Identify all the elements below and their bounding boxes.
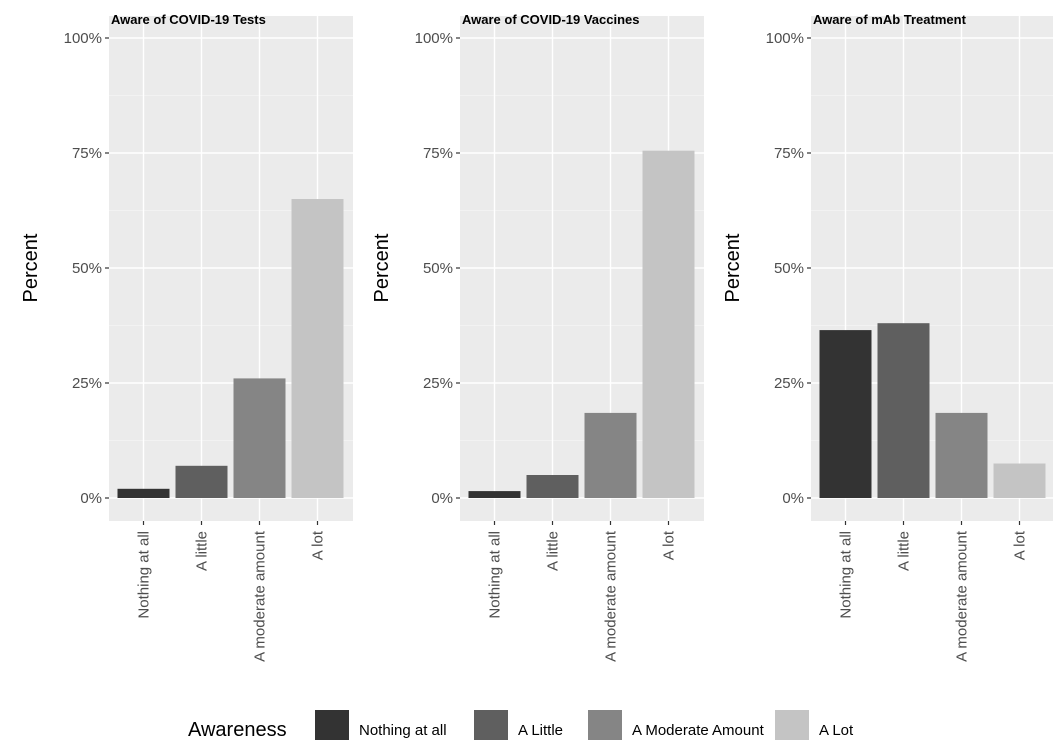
y-tick-label: 25% [72, 375, 102, 392]
y-tick-label: 100% [766, 30, 804, 47]
legend-key [588, 710, 622, 740]
y-tick-label: 0% [80, 490, 102, 507]
legend-label: Nothing at all [359, 722, 447, 739]
x-tick-label: A moderate amount [603, 530, 620, 662]
y-tick-label: 0% [782, 490, 804, 507]
panel-1: Aware of COVID-19 Tests 0% 25% 50% 75% 100% Pe… [20, 12, 353, 662]
x-tick-label: Nothing at all [487, 531, 504, 619]
x-tick-label: Nothing at all [838, 531, 855, 619]
bar-a-lot [291, 199, 344, 498]
bar-a-little [877, 323, 930, 498]
bar-a-moderate-amount [935, 412, 988, 498]
legend-label: A Little [518, 722, 563, 739]
panel-3: Aware of mAb Treatment 0% 25% 50% 75% 100% Per… [722, 12, 1053, 662]
legend-key [775, 710, 809, 740]
y-tick-label: 100% [64, 30, 102, 47]
y-tick-label: 0% [431, 490, 453, 507]
bar-a-lot [993, 463, 1046, 498]
bar-nothing-at-all [468, 491, 521, 498]
y-tick-label: 75% [774, 145, 804, 162]
bar-nothing-at-all [117, 488, 170, 498]
y-axis-title: Percent [20, 233, 42, 302]
x-tick-label: A moderate amount [954, 530, 971, 662]
bar-a-lot [642, 150, 695, 498]
x-tick-label: A lot [661, 530, 678, 560]
legend-label: A Lot [819, 722, 854, 739]
legend-item: A Little [474, 710, 563, 740]
y-tick-label: 50% [72, 260, 102, 277]
y-tick-label: 50% [774, 260, 804, 277]
legend: Awareness Nothing at all A Little A Modera… [188, 710, 854, 740]
panel-title: Aware of COVID-19 Tests [111, 12, 266, 27]
x-tick-label: A little [896, 531, 913, 571]
legend-item: A Lot [775, 710, 854, 740]
panel-title: Aware of mAb Treatment [813, 12, 967, 27]
y-tick-label: 100% [415, 30, 453, 47]
y-tick-label: 50% [423, 260, 453, 277]
legend-item: Nothing at all [315, 710, 447, 740]
legend-key [474, 710, 508, 740]
y-tick-label: 75% [423, 145, 453, 162]
bar-nothing-at-all [819, 330, 872, 498]
panel-2: Aware of COVID-19 Vaccines 0% 25% 50% 75% 100… [371, 12, 704, 662]
legend-key [315, 710, 349, 740]
y-tick-label: 25% [774, 375, 804, 392]
x-tick-label: A lot [1012, 530, 1029, 560]
x-tick-label: A lot [310, 530, 327, 560]
y-tick-label: 75% [72, 145, 102, 162]
legend-items: Nothing at all A Little A Moderate Amount A… [315, 710, 854, 740]
bar-a-moderate-amount [233, 378, 286, 498]
x-tick-label: A little [194, 531, 211, 571]
y-axis-title: Percent [722, 233, 744, 302]
legend-label: A Moderate Amount [632, 722, 765, 739]
y-axis-title: Percent [371, 233, 393, 302]
x-tick-label: A little [545, 531, 562, 571]
bar-a-little [175, 465, 228, 498]
y-tick-label: 25% [423, 375, 453, 392]
legend-title: Awareness [188, 719, 287, 740]
bar-a-little [526, 475, 579, 498]
bar-a-moderate-amount [584, 412, 637, 498]
legend-item: A Moderate Amount [588, 710, 765, 740]
chart-panels: Aware of COVID-19 Tests 0% 25% 50% 75% 100% Pe… [20, 12, 1053, 662]
x-tick-label: Nothing at all [136, 531, 153, 619]
panel-title: Aware of COVID-19 Vaccines [462, 12, 640, 27]
x-tick-label: A moderate amount [252, 530, 269, 662]
